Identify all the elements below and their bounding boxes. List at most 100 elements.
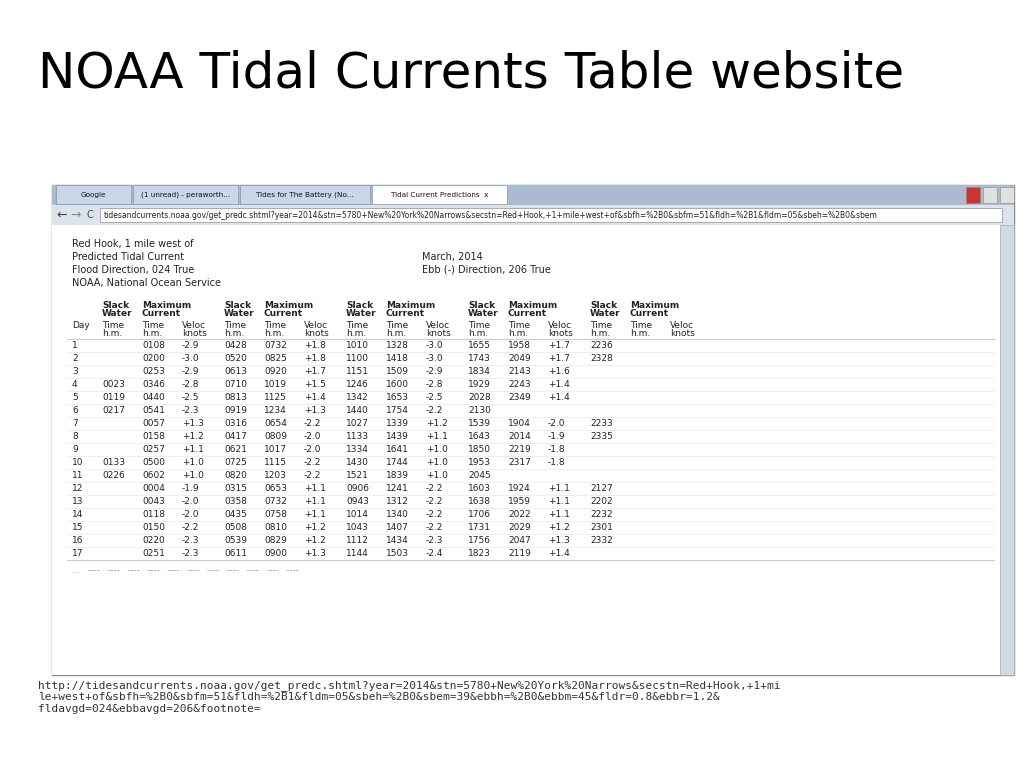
Bar [133, 185, 238, 204]
Text: ←: ← [56, 208, 68, 221]
Text: 1418: 1418 [386, 354, 409, 363]
Text: +1.3: +1.3 [182, 419, 204, 429]
Text: +1.3: +1.3 [304, 549, 326, 558]
Text: -3.0: -3.0 [426, 354, 443, 363]
Text: 12: 12 [72, 485, 83, 493]
Text: h.m.: h.m. [468, 329, 488, 339]
Text: 15: 15 [72, 524, 84, 532]
Text: knots: knots [548, 329, 572, 339]
Text: 1027: 1027 [346, 419, 369, 429]
Text: 0158: 0158 [142, 432, 165, 442]
Text: 1010: 1010 [346, 342, 369, 350]
Text: 1600: 1600 [386, 380, 409, 389]
Text: 0810: 0810 [264, 524, 287, 532]
Text: Tidal Current Predictions  x: Tidal Current Predictions x [391, 192, 488, 198]
Text: 1339: 1339 [386, 419, 409, 429]
Text: -2.2: -2.2 [426, 511, 443, 519]
Text: 1850: 1850 [468, 445, 490, 455]
Text: 17: 17 [72, 549, 84, 558]
Text: -2.9: -2.9 [426, 367, 443, 376]
Text: 1823: 1823 [468, 549, 490, 558]
Text: -2.3: -2.3 [182, 549, 200, 558]
Text: 0919: 0919 [224, 406, 247, 415]
Text: +1.1: +1.1 [548, 485, 570, 493]
Bar [983, 187, 997, 203]
Text: 1641: 1641 [386, 445, 409, 455]
Text: 0119: 0119 [102, 393, 125, 402]
Text: 2029: 2029 [508, 524, 530, 532]
Text: Veloc: Veloc [304, 321, 328, 330]
Text: +1.1: +1.1 [304, 498, 326, 506]
Text: 0758: 0758 [264, 511, 287, 519]
Text: h.m.: h.m. [142, 329, 162, 339]
Text: 14: 14 [72, 511, 83, 519]
Text: -2.2: -2.2 [304, 458, 322, 468]
Text: http://tidesandcurrents.noaa.gov/get_predc.shtml?year=2014&stn=5780+New%20York%2: http://tidesandcurrents.noaa.gov/get_pre… [38, 680, 780, 691]
Text: 2127: 2127 [590, 485, 612, 493]
Text: Time: Time [224, 321, 246, 330]
Text: 9: 9 [72, 445, 78, 455]
Text: 0004: 0004 [142, 485, 165, 493]
Text: 0316: 0316 [224, 419, 247, 429]
Text: 2047: 2047 [508, 536, 530, 545]
Text: 0825: 0825 [264, 354, 287, 363]
Bar [52, 185, 1014, 205]
Text: knots: knots [426, 329, 451, 339]
Text: h.m.: h.m. [264, 329, 285, 339]
Text: Maximum: Maximum [508, 301, 557, 310]
Text: ...   ----   ----   ----   ----   ----   ----   ----   ----   ----   ----   ----: ... ---- ---- ---- ---- ---- ---- ---- -… [72, 567, 299, 575]
Text: Time: Time [508, 321, 530, 330]
Text: +1.0: +1.0 [182, 472, 204, 481]
Text: 1744: 1744 [386, 458, 409, 468]
Text: Maximum: Maximum [142, 301, 191, 310]
Bar [1000, 225, 1014, 675]
Text: 2236: 2236 [590, 342, 612, 350]
Text: 1203: 1203 [264, 472, 287, 481]
Text: knots: knots [304, 329, 329, 339]
Text: 1115: 1115 [264, 458, 287, 468]
Text: 1953: 1953 [468, 458, 490, 468]
Text: -2.3: -2.3 [426, 536, 443, 545]
Text: 1246: 1246 [346, 380, 369, 389]
Text: -2.0: -2.0 [304, 432, 322, 442]
Text: 0217: 0217 [102, 406, 125, 415]
Text: Current: Current [142, 310, 181, 319]
Text: +1.0: +1.0 [426, 445, 447, 455]
Text: +1.7: +1.7 [304, 367, 326, 376]
Text: 1112: 1112 [346, 536, 369, 545]
Text: 2022: 2022 [508, 511, 530, 519]
Text: 2014: 2014 [508, 432, 530, 442]
Text: 1125: 1125 [264, 393, 287, 402]
Text: +1.0: +1.0 [182, 458, 204, 468]
Text: -2.2: -2.2 [426, 498, 443, 506]
Text: 1440: 1440 [346, 406, 369, 415]
Bar [1000, 187, 1014, 203]
Text: 1503: 1503 [386, 549, 409, 558]
Text: Current: Current [630, 310, 669, 319]
Text: h.m.: h.m. [386, 329, 407, 339]
Text: 1834: 1834 [468, 367, 490, 376]
Text: 2219: 2219 [508, 445, 530, 455]
Text: 1430: 1430 [346, 458, 369, 468]
Text: 1706: 1706 [468, 511, 490, 519]
Text: 0118: 0118 [142, 511, 165, 519]
Text: +1.8: +1.8 [304, 342, 326, 350]
Text: 0732: 0732 [264, 498, 287, 506]
Text: 0654: 0654 [264, 419, 287, 429]
Text: 1133: 1133 [346, 432, 369, 442]
Text: 2332: 2332 [590, 536, 612, 545]
Text: 1958: 1958 [508, 342, 531, 350]
Text: 2045: 2045 [468, 472, 490, 481]
Text: NOAA Tidal Currents Table website: NOAA Tidal Currents Table website [38, 50, 904, 98]
Text: Current: Current [264, 310, 303, 319]
Text: Ebb (-) Direction, 206 True: Ebb (-) Direction, 206 True [422, 265, 551, 275]
Text: 0602: 0602 [142, 472, 165, 481]
Text: 1959: 1959 [508, 498, 531, 506]
Text: h.m.: h.m. [508, 329, 528, 339]
Text: +1.4: +1.4 [548, 380, 569, 389]
Text: -1.8: -1.8 [548, 458, 565, 468]
Text: Water: Water [590, 310, 621, 319]
Text: 0732: 0732 [264, 342, 287, 350]
Text: +1.2: +1.2 [304, 536, 326, 545]
Text: 0541: 0541 [142, 406, 165, 415]
